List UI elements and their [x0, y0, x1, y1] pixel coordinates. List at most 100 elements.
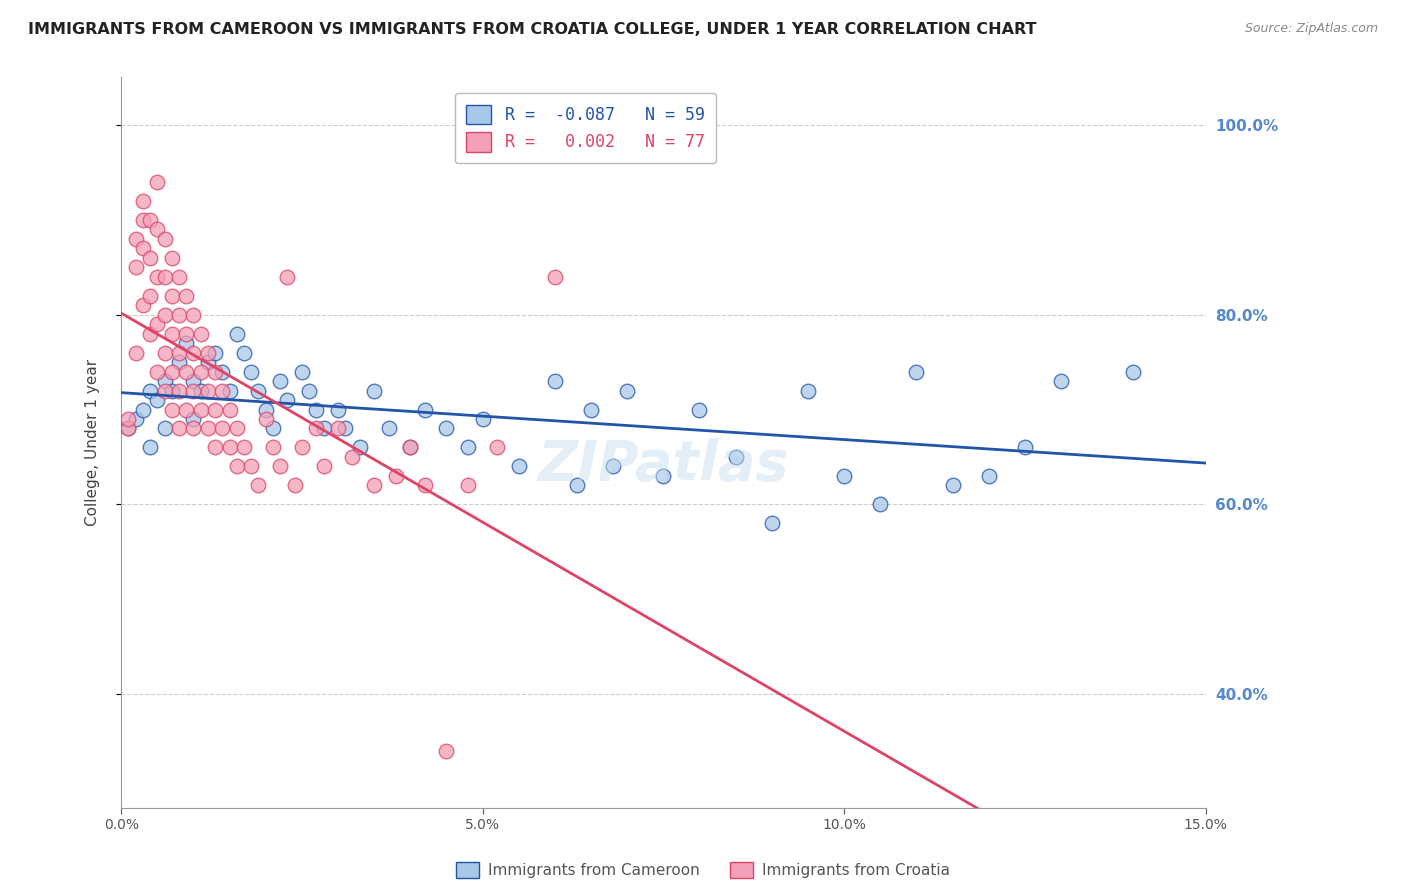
Point	[167, 269, 190, 284]
Point	[153, 384, 176, 398]
Point	[284, 478, 307, 492]
Point	[117, 412, 139, 426]
Point	[153, 374, 176, 388]
Point	[457, 478, 479, 492]
Point	[190, 326, 212, 341]
Point	[197, 421, 219, 435]
Point	[544, 374, 567, 388]
Point	[174, 288, 197, 302]
Text: IMMIGRANTS FROM CAMEROON VS IMMIGRANTS FROM CROATIA COLLEGE, UNDER 1 YEAR CORREL: IMMIGRANTS FROM CAMEROON VS IMMIGRANTS F…	[28, 22, 1036, 37]
Point	[565, 478, 588, 492]
Point	[869, 497, 891, 511]
Point	[218, 384, 240, 398]
Point	[160, 288, 183, 302]
Point	[291, 441, 314, 455]
Point	[167, 355, 190, 369]
Point	[977, 469, 1000, 483]
Point	[139, 326, 162, 341]
Point	[160, 402, 183, 417]
Point	[579, 402, 602, 417]
Point	[240, 459, 263, 474]
Point	[139, 212, 162, 227]
Point	[616, 384, 638, 398]
Point	[457, 441, 479, 455]
Point	[153, 345, 176, 359]
Point	[153, 232, 176, 246]
Point	[399, 441, 422, 455]
Point	[139, 384, 162, 398]
Point	[312, 421, 335, 435]
Point	[305, 402, 328, 417]
Point	[1122, 365, 1144, 379]
Point	[413, 478, 436, 492]
Point	[326, 402, 349, 417]
Point	[174, 365, 197, 379]
Point	[124, 345, 146, 359]
Point	[211, 421, 233, 435]
Point	[132, 241, 155, 255]
Point	[132, 212, 155, 227]
Point	[160, 326, 183, 341]
Point	[183, 384, 205, 398]
Point	[197, 355, 219, 369]
Point	[117, 421, 139, 435]
Point	[146, 392, 169, 407]
Point	[797, 384, 820, 398]
Point	[225, 326, 247, 341]
Point	[204, 441, 226, 455]
Point	[832, 469, 855, 483]
Point	[724, 450, 747, 464]
Text: Source: ZipAtlas.com: Source: ZipAtlas.com	[1244, 22, 1378, 36]
Point	[602, 459, 624, 474]
Point	[211, 365, 233, 379]
Point	[399, 441, 422, 455]
Point	[363, 478, 385, 492]
Point	[174, 402, 197, 417]
Point	[240, 365, 263, 379]
Text: ZIPatlas: ZIPatlas	[537, 438, 789, 491]
Point	[153, 308, 176, 322]
Point	[413, 402, 436, 417]
Point	[262, 441, 284, 455]
Point	[1014, 441, 1036, 455]
Point	[508, 459, 530, 474]
Point	[174, 336, 197, 351]
Point	[183, 421, 205, 435]
Point	[218, 441, 240, 455]
Point	[174, 326, 197, 341]
Point	[363, 384, 385, 398]
Point	[233, 441, 256, 455]
Point	[1050, 374, 1073, 388]
Point	[160, 365, 183, 379]
Point	[761, 516, 783, 531]
Point	[905, 365, 928, 379]
Point	[153, 269, 176, 284]
Point	[436, 421, 458, 435]
Point	[312, 459, 335, 474]
Point	[190, 402, 212, 417]
Point	[269, 374, 291, 388]
Point	[124, 232, 146, 246]
Point	[204, 365, 226, 379]
Point	[117, 421, 139, 435]
Point	[349, 441, 371, 455]
Point	[139, 288, 162, 302]
Point	[183, 374, 205, 388]
Point	[247, 478, 270, 492]
Point	[124, 412, 146, 426]
Point	[190, 384, 212, 398]
Point	[190, 365, 212, 379]
Point	[262, 421, 284, 435]
Point	[167, 345, 190, 359]
Point	[225, 459, 247, 474]
Point	[146, 365, 169, 379]
Point	[326, 421, 349, 435]
Point	[146, 269, 169, 284]
Point	[233, 345, 256, 359]
Point	[183, 412, 205, 426]
Point	[276, 392, 298, 407]
Point	[204, 402, 226, 417]
Point	[132, 402, 155, 417]
Point	[167, 384, 190, 398]
Point	[269, 459, 291, 474]
